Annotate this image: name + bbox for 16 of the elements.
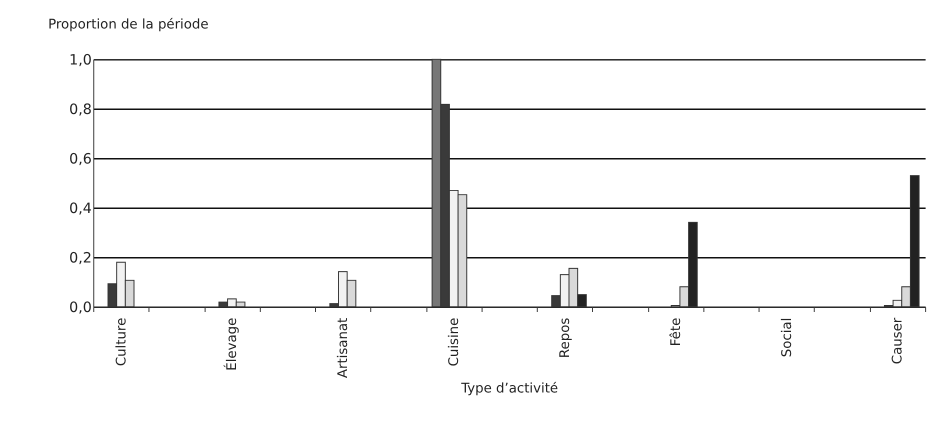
x-tick-label: Social: [780, 318, 795, 358]
x-tick-label: Fête: [668, 318, 684, 346]
y-tick-label: 0,0: [69, 300, 92, 316]
x-tick-label: Élevage: [223, 318, 240, 371]
y-tick-label: 0,2: [69, 250, 92, 267]
y-tick-label: 1,0: [69, 52, 92, 69]
y-tick-label: 0,4: [69, 201, 92, 218]
x-tick-label: Artisanat: [336, 318, 352, 378]
x-tick-label: Culture: [114, 318, 130, 366]
y-axis-title: Proportion de la période: [48, 17, 209, 32]
y-tick-label: 0,6: [69, 152, 92, 168]
x-axis-title: Type d’activité: [460, 381, 558, 396]
x-tick-label: Cuisine: [447, 318, 462, 366]
x-tick-label: Causer: [890, 317, 906, 364]
x-tick-label: Repos: [558, 318, 573, 358]
y-tick-label: 0,8: [69, 102, 92, 118]
